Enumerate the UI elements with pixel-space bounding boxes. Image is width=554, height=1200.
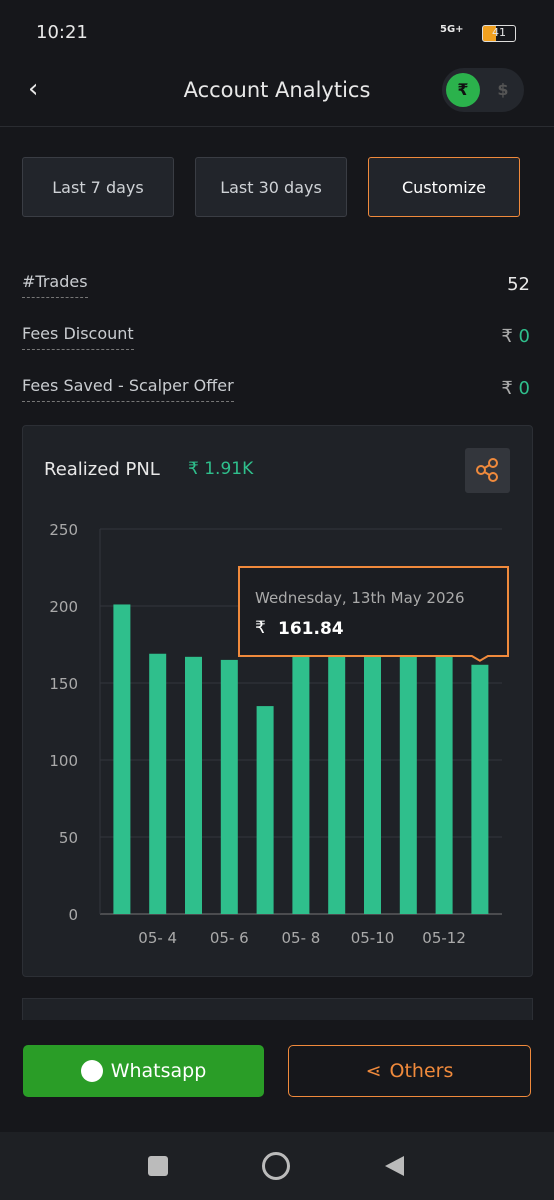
- divider: [0, 126, 554, 127]
- button-label: Others: [389, 1060, 454, 1082]
- tooltip-date: Wednesday, 13th May 2026: [255, 589, 465, 607]
- bar: [149, 653, 167, 914]
- currency-toggle[interactable]: ₹ $: [442, 68, 524, 112]
- tooltip-currency: ₹: [255, 618, 266, 638]
- stat-label: Fees Discount: [22, 324, 134, 350]
- y-tick-label: 250: [49, 521, 78, 539]
- y-tick-label: 0: [68, 906, 78, 924]
- home-button[interactable]: [262, 1152, 290, 1180]
- bar: [256, 706, 274, 914]
- stat-label: Fees Saved - Scalper Offer: [22, 376, 234, 402]
- bar: [113, 604, 131, 914]
- clock: 10:21: [36, 22, 88, 43]
- filter-button[interactable]: Last 30 days: [195, 157, 347, 217]
- inr-option[interactable]: ₹: [446, 73, 480, 107]
- bar: [364, 655, 381, 914]
- currency: ₹: [501, 378, 513, 399]
- x-tick-label: 05- 8: [281, 929, 320, 947]
- page-title: Account Analytics: [183, 78, 371, 102]
- bar: [399, 655, 417, 914]
- chart: 0 50 100 150 200 250 05- 4 05- 6 05- 8 05-10 05-12…: [49, 521, 509, 947]
- tooltip-box: [238, 566, 509, 662]
- stat-value: 0: [518, 326, 530, 347]
- x-tick-label: 05-12: [422, 929, 466, 947]
- bar: [292, 655, 310, 914]
- card-title: Realized PNL: [44, 459, 160, 480]
- whatsapp-icon: [80, 1060, 103, 1082]
- back-nav[interactable]: [382, 1154, 406, 1178]
- back-button[interactable]: ‹: [28, 74, 39, 104]
- y-tick-label: 50: [59, 829, 78, 847]
- bar: [220, 659, 238, 914]
- x-tick-label: 05- 6: [210, 929, 249, 947]
- share-button[interactable]: [465, 448, 510, 493]
- stat-value: 52: [507, 274, 530, 295]
- stat-value: 0: [518, 378, 530, 399]
- share-icon: ⋖: [365, 1060, 382, 1082]
- button-label: Whatsapp: [110, 1060, 207, 1082]
- filter-button[interactable]: Customize: [368, 157, 520, 217]
- recents-button[interactable]: [148, 1156, 168, 1176]
- battery: 41: [482, 25, 516, 42]
- y-tick-label: 100: [49, 752, 78, 770]
- bar: [185, 656, 202, 914]
- currency: ₹: [501, 326, 513, 347]
- filter-button[interactable]: Last 7 days: [22, 157, 174, 217]
- whatsapp-button[interactable]: Whatsapp: [23, 1045, 264, 1097]
- others-button[interactable]: ⋖ Others: [288, 1045, 531, 1097]
- y-tick-label: 200: [49, 598, 78, 616]
- tooltip-value: 161.84: [278, 619, 344, 639]
- bar: [328, 655, 346, 914]
- y-tick-label: 150: [49, 675, 78, 693]
- usd-option[interactable]: $: [497, 80, 509, 99]
- share-icon: [476, 458, 498, 482]
- network: 5G+: [440, 24, 464, 35]
- card-total: ₹ 1.91K: [188, 459, 254, 479]
- x-tick-label: 05- 4: [138, 929, 177, 947]
- x-tick-label: 05-10: [351, 929, 395, 947]
- bar: [435, 655, 453, 914]
- nav-bar: [0, 1132, 554, 1200]
- bar: [471, 664, 489, 914]
- stat-label: #Trades: [22, 272, 88, 298]
